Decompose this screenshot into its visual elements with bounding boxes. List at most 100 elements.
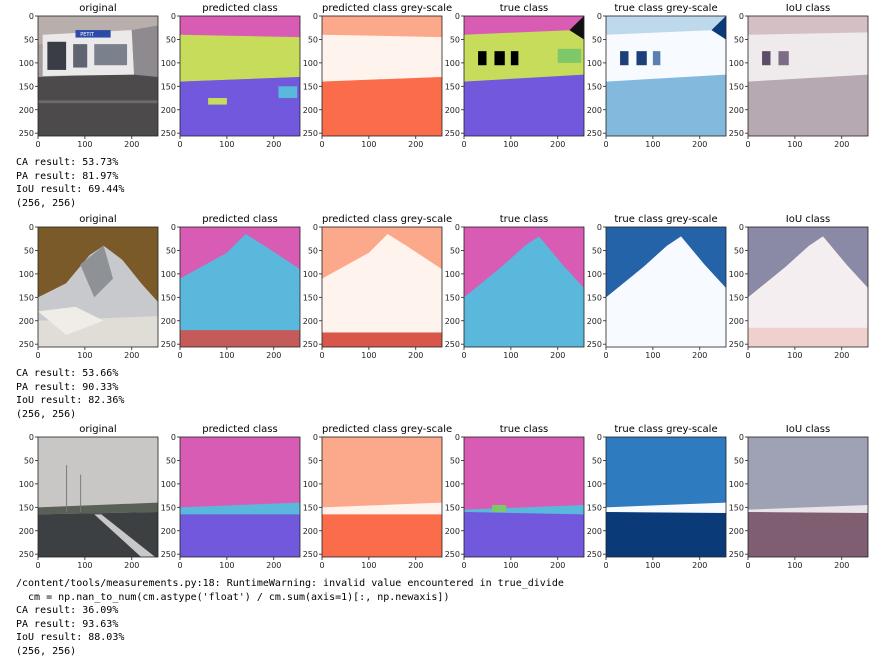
axes-frame (463, 436, 585, 558)
blue-mountain (606, 236, 726, 347)
iou-class-image (748, 227, 868, 347)
predicted-grey-image (322, 16, 442, 136)
x-tick-label: 200 (408, 140, 423, 149)
subplot-predicted-grey-image: predicted class grey-scale 0 50 100 150 200 25… (300, 214, 452, 365)
y-tick-label: 250 (445, 550, 460, 559)
x-tick-label: 200 (550, 351, 565, 360)
y-tick-label: 250 (445, 129, 460, 138)
x-tick-label: 100 (219, 561, 234, 570)
metric-output-line: IoU result: 82.36% (16, 395, 125, 407)
dark-region (569, 16, 584, 40)
y-tick-label: 0 (455, 12, 460, 21)
predicted-class-image (180, 227, 300, 347)
y-tick-label: 250 (587, 340, 602, 349)
true-class-image (464, 16, 584, 136)
y-tick-label: 100 (445, 480, 460, 489)
x-tick-label: 100 (219, 351, 234, 360)
true-grey-image (606, 437, 726, 557)
subplot-original-image: original 0 50 100 150 200 250 0 100 200 (16, 214, 164, 365)
y-tick-label: 200 (19, 527, 34, 536)
subplot-title: true class (499, 424, 549, 435)
road-class (180, 514, 300, 557)
x-tick-label: 0 (177, 561, 182, 570)
x-tick-label: 200 (124, 140, 139, 149)
iou-road (748, 512, 868, 557)
y-tick-label: 200 (161, 317, 176, 326)
subplot-title: predicted class grey-scale (322, 3, 453, 14)
x-tick-label: 200 (408, 561, 423, 570)
iou-class-image (748, 437, 868, 557)
y-tick-label: 50 (592, 246, 602, 255)
original-image (38, 227, 158, 347)
y-tick-label: 100 (19, 480, 34, 489)
adjacent-building (131, 25, 158, 77)
y-tick-label: 150 (445, 293, 460, 302)
subplot-title: true class (499, 3, 549, 14)
metric-output-line: CA result: 36.09% (16, 605, 119, 617)
x-tick-label: 0 (319, 561, 324, 570)
y-tick-label: 200 (587, 106, 602, 115)
iou-noise (748, 327, 868, 347)
y-tick-label: 250 (729, 129, 744, 138)
subplot-title: predicted class grey-scale (322, 424, 453, 435)
axes-frame (179, 226, 301, 348)
y-tick-label: 100 (729, 59, 744, 68)
y-tick-label: 150 (587, 503, 602, 512)
predicted-grey-image (322, 227, 442, 347)
x-tick-label: 200 (692, 140, 707, 149)
y-tick-label: 50 (592, 456, 602, 465)
x-tick-label: 100 (645, 140, 660, 149)
road-class (464, 512, 584, 557)
x-tick-label: 200 (550, 140, 565, 149)
y-tick-label: 100 (729, 480, 744, 489)
window-class (478, 51, 487, 66)
y-tick-label: 150 (161, 293, 176, 302)
blue-veg (606, 502, 726, 515)
y-tick-label: 0 (455, 433, 460, 442)
axes-frame (37, 15, 159, 137)
predicted-class-image (180, 16, 300, 136)
x-tick-label: 0 (319, 351, 324, 360)
y-tick-label: 0 (171, 433, 176, 442)
y-tick-label: 50 (734, 246, 744, 255)
subplot-title: predicted class (202, 3, 278, 14)
y-tick-label: 50 (24, 35, 34, 44)
y-tick-label: 250 (587, 550, 602, 559)
x-tick-label: 100 (787, 351, 802, 360)
y-tick-label: 100 (303, 270, 318, 279)
y-tick-label: 50 (450, 35, 460, 44)
y-tick-label: 50 (734, 35, 744, 44)
subplot-title: true class grey-scale (614, 3, 718, 14)
y-tick-label: 250 (161, 340, 176, 349)
mountain-class (464, 236, 584, 347)
axes-frame (747, 226, 869, 348)
y-tick-label: 150 (303, 503, 318, 512)
subplot-original-image: original 0 50 100 150 200 250 0 100 200 (16, 424, 164, 575)
subplot-title: IoU class (785, 214, 831, 225)
axes-frame (37, 436, 159, 558)
y-tick-label: 200 (729, 527, 744, 536)
y-tick-label: 50 (450, 246, 460, 255)
noise-patch (278, 86, 298, 99)
y-tick-label: 150 (161, 82, 176, 91)
x-tick-label: 0 (603, 561, 608, 570)
subplot-iou-class-image: IoU class 0 50 100 150 200 250 0 100 200 (726, 214, 874, 365)
true-grey-image (606, 227, 726, 347)
x-tick-label: 0 (461, 561, 466, 570)
y-tick-label: 200 (303, 527, 318, 536)
x-tick-label: 200 (408, 351, 423, 360)
